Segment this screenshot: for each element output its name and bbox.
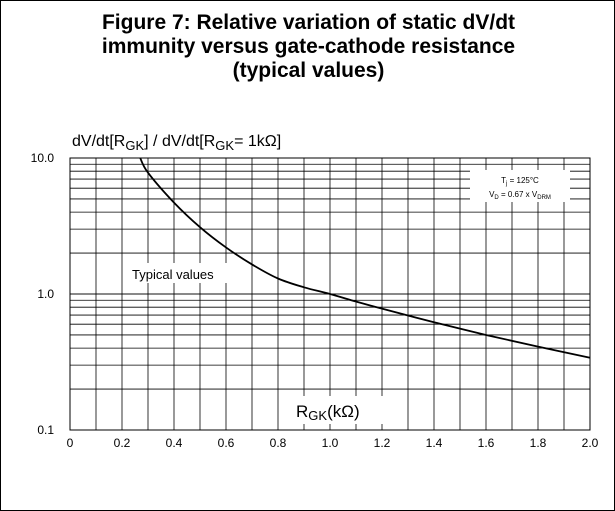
x-tick-label: 0: [67, 436, 74, 450]
x-tick-label: 1.6: [478, 436, 495, 450]
x-axis-label-bg: [291, 396, 391, 424]
x-tick-label: 0.4: [166, 436, 183, 450]
condition-vd: VD = 0.67 x VDRM: [489, 190, 551, 201]
chart-title-line-1: Figure 7: Relative variation of static d…: [101, 11, 516, 34]
grid: [69, 157, 591, 431]
x-tick-label: 2.0: [582, 436, 599, 450]
series-layer: [139, 157, 591, 359]
x-tick-label: 1.0: [322, 436, 339, 450]
x-tick-label: 0.8: [270, 436, 287, 450]
x-tick-label: 1.4: [426, 436, 443, 450]
chart-title: Figure 7: Relative variation of static d…: [1, 11, 615, 83]
plot-border: [69, 157, 591, 431]
x-tick-label: 0.2: [114, 436, 131, 450]
chart-title-line-2: immunity versus gate-cathode resistance: [101, 35, 516, 58]
y-tick-label: 10.0: [31, 151, 55, 165]
y-axis-label: dV/dt[RGK] / dV/dt[RGK= 1kΩ]: [72, 133, 281, 153]
x-tick-label: 1.2: [374, 436, 391, 450]
x-tick-label: 0.6: [218, 436, 235, 450]
curve-label: Typical values: [132, 267, 214, 282]
tick-labels: 0 0.2 0.4 0.6 0.8 1.0 1.2 1.4 1.6 1.8 2.0 10.0 1.0 0.…: [31, 151, 599, 450]
curve-label-bg: [128, 263, 228, 283]
y-tick-label: 1.0: [37, 287, 54, 301]
x-tick-label: 1.8: [530, 436, 547, 450]
series-line-typical-values: [139, 157, 591, 359]
y-tick-label: 0.1: [37, 423, 54, 437]
x-axis-label: RGK(kΩ): [296, 402, 360, 423]
chart-title-line-3: (typical values): [232, 59, 385, 82]
conditions-box: [470, 170, 570, 202]
condition-tj: Tj = 125°C: [501, 176, 539, 187]
